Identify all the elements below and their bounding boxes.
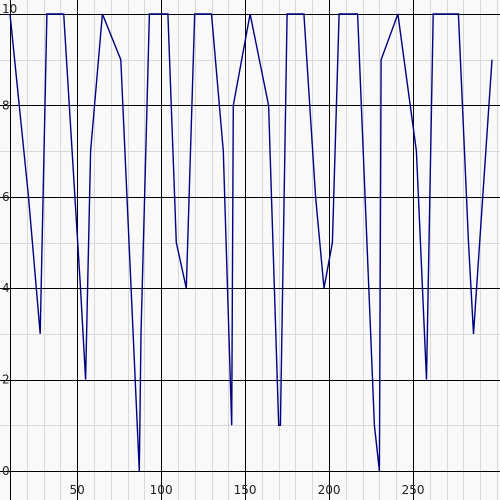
y-tick-label: 0 bbox=[2, 464, 10, 478]
x-tick-label: 150 bbox=[234, 483, 257, 497]
x-tick-label: 250 bbox=[402, 483, 425, 497]
x-tick-label: 100 bbox=[150, 483, 173, 497]
x-axis-tick-labels: 50 100 150 200 250 bbox=[70, 483, 425, 497]
y-tick-label: 6 bbox=[2, 190, 10, 204]
y-tick-label: 10 bbox=[2, 2, 17, 16]
y-tick-label: 8 bbox=[2, 98, 10, 112]
y-axis-tick-labels: 0 2 4 6 8 10 bbox=[2, 2, 17, 478]
x-tick-label: 50 bbox=[70, 483, 85, 497]
y-tick-label: 2 bbox=[2, 373, 10, 387]
x-tick-label: 200 bbox=[318, 483, 341, 497]
series-line bbox=[9, 13, 493, 472]
y-tick-label: 4 bbox=[2, 281, 10, 295]
